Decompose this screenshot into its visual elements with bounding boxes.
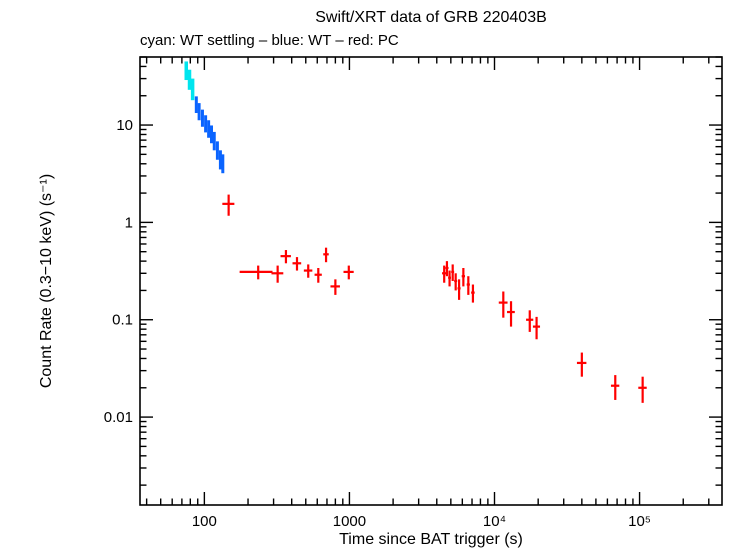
- y-tick-label: 0.01: [104, 409, 133, 426]
- plot-frame: [139, 56, 723, 506]
- x-tick-label: 1000: [333, 513, 366, 530]
- plot-title: Swift/XRT data of GRB 220403B: [315, 9, 547, 26]
- x-tick-label: 10⁵: [628, 513, 651, 530]
- y-tick-label: 10: [116, 117, 133, 134]
- y-tick-label: 1: [125, 214, 133, 231]
- y-tick-label: 0.1: [112, 312, 133, 329]
- x-axis-label: Time since BAT trigger (s): [339, 531, 523, 548]
- x-tick-label: 100: [192, 513, 217, 530]
- x-tick-label: 10⁴: [483, 513, 506, 530]
- plot-legend-subtitle: cyan: WT settling – blue: WT – red: PC: [140, 32, 399, 49]
